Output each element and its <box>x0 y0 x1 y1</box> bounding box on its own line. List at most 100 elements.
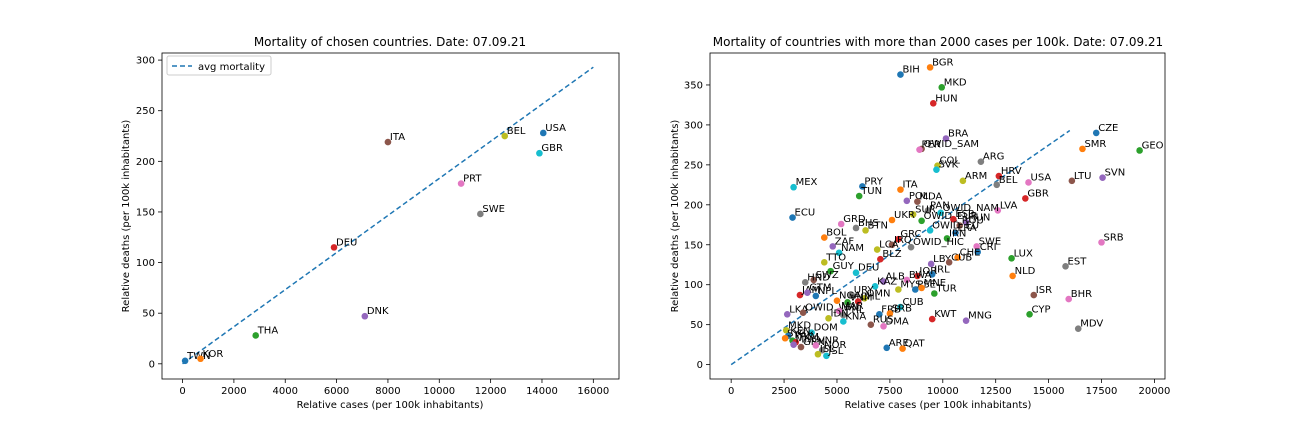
point-label: JSL <box>827 346 843 357</box>
point-label: ITA <box>390 132 405 143</box>
data-point <box>962 317 970 324</box>
data-point <box>855 192 863 200</box>
point-label: KAZ <box>877 276 897 287</box>
y-tick-label: 50 <box>142 309 155 320</box>
x-axis-label: Relative cases (per 100k inhabitants) <box>297 400 484 411</box>
plot-frame <box>709 52 1166 380</box>
point-label: ROU <box>962 216 984 227</box>
data-point <box>801 279 809 286</box>
point-label: BEL <box>507 126 526 137</box>
point-label: OWID_HIC <box>913 237 964 248</box>
point-label: MAR <box>841 301 863 312</box>
data-point <box>888 216 896 224</box>
data-point <box>895 286 902 293</box>
data-point <box>818 346 826 354</box>
legend: avg mortality <box>166 55 272 76</box>
data-point <box>781 334 789 342</box>
point-label: BIH <box>902 65 919 76</box>
point-label: MDV <box>1080 319 1103 330</box>
data-point <box>330 244 338 251</box>
point-label: BWA <box>909 270 932 281</box>
data-point <box>1008 255 1015 262</box>
point-label: NLD <box>1015 266 1036 277</box>
point-label: HRV <box>1001 166 1022 177</box>
data-point <box>1065 295 1073 303</box>
y-tick-label: 250 <box>684 160 703 171</box>
point-label: MEX <box>796 177 818 188</box>
point-label: ITA <box>902 180 917 191</box>
data-point <box>827 267 834 275</box>
point-label: OMN <box>866 288 890 299</box>
point-label: IDN <box>831 308 849 319</box>
point-label: MNG <box>796 335 820 346</box>
point-label: GUY <box>833 261 855 272</box>
data-point <box>812 342 820 349</box>
data-point <box>820 259 828 266</box>
point-label: IRL <box>934 264 950 275</box>
point-label: USA <box>545 123 566 134</box>
data-point <box>897 71 904 78</box>
point-label: RUS <box>873 315 894 326</box>
point-label: DNK <box>367 306 389 317</box>
point-label: JOR <box>918 266 937 277</box>
data-point <box>928 315 936 323</box>
data-point <box>1026 310 1033 318</box>
data-point <box>962 219 970 226</box>
data-point <box>783 310 791 318</box>
data-point <box>1022 195 1029 202</box>
data-point <box>782 326 790 334</box>
y-tick-label: 0 <box>697 360 703 371</box>
point-label: EST <box>1068 256 1088 267</box>
x-tick-label: 20000 <box>1139 386 1171 397</box>
data-point <box>840 311 847 319</box>
data-point <box>804 289 811 297</box>
point-label: KEN <box>790 326 810 337</box>
data-point <box>895 235 902 243</box>
avg-mortality-line <box>182 66 594 365</box>
point-label: GRD <box>843 214 866 225</box>
y-tick-label: 300 <box>684 120 703 131</box>
data-point <box>1025 179 1032 186</box>
data-point <box>867 321 875 328</box>
point-label: ESP <box>955 209 974 220</box>
data-point <box>1092 129 1100 137</box>
point-label: PER <box>922 140 941 151</box>
point-label: HUN <box>935 93 957 104</box>
x-tick-label: 0 <box>179 386 185 397</box>
point-label: PAN <box>930 200 950 211</box>
data-point <box>897 303 904 311</box>
data-point <box>808 329 815 336</box>
data-point <box>825 314 832 322</box>
point-label: SWE <box>482 204 505 215</box>
point-label: HUN <box>968 212 990 223</box>
data-point <box>995 172 1003 180</box>
point-label: DEU <box>336 237 357 248</box>
point-label: SRB <box>1104 232 1124 243</box>
point-label: CHE <box>960 248 981 259</box>
x-tick-label: 17500 <box>1086 386 1118 397</box>
point-label: PSE <box>917 280 936 291</box>
data-point <box>197 355 204 363</box>
point-label: NAM <box>841 243 864 254</box>
data-point <box>937 209 944 217</box>
point-label: QAT <box>905 339 926 350</box>
point-label: VNM <box>850 292 873 303</box>
point-label: NPL <box>818 286 838 297</box>
data-point <box>886 310 894 317</box>
data-point <box>903 276 911 284</box>
data-point <box>926 64 934 71</box>
point-label: MNE <box>924 278 946 289</box>
y-axis-label: Relative deaths (per 100k inhabitants) <box>121 120 132 313</box>
data-point <box>252 332 260 339</box>
data-point <box>888 241 896 249</box>
x-axis-label: Relative cases (per 100k inhabitants) <box>845 400 1032 411</box>
plot-frame <box>161 52 620 380</box>
data-point <box>924 207 932 214</box>
data-point <box>859 183 866 190</box>
point-label: PRT <box>463 174 482 185</box>
data-point <box>918 217 925 225</box>
point-label: NOR <box>824 340 846 351</box>
data-point <box>501 132 509 140</box>
data-point <box>959 177 967 185</box>
data-point <box>883 344 891 352</box>
